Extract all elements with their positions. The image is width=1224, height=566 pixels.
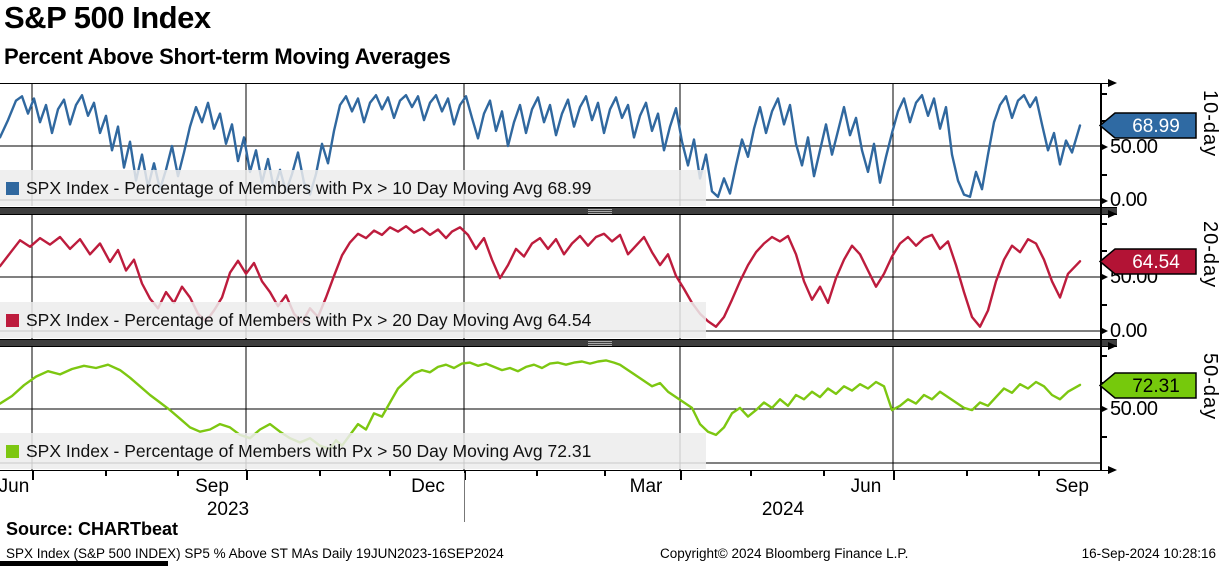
y-tick-arrow-icon [1100,405,1108,413]
y-tick [1100,436,1107,438]
legend-label: SPX Index - Percentage of Members with P… [26,177,592,198]
footer-copyright: Copyright© 2024 Bloomberg Finance L.P. [660,546,909,561]
y-tick-arrow-icon [1100,327,1108,335]
page-title: S&P 500 Index [4,0,211,35]
pane-separator [0,207,1117,215]
x-tick [966,471,968,476]
pane-resize-grip[interactable] [588,341,612,346]
panel-50-day: SPX Index - Percentage of Members with P… [0,346,1224,470]
page-subtitle: Percent Above Short-term Moving Averages [4,44,451,69]
x-tick [32,471,34,480]
x-tick [246,471,248,480]
legend-label: SPX Index - Percentage of Members with P… [26,309,592,330]
legend-10-day: SPX Index - Percentage of Members with P… [0,170,706,206]
svg-text:68.99: 68.99 [1132,116,1180,137]
panel-10-day: SPX Index - Percentage of Members with P… [0,84,1224,207]
y-tick [1100,304,1107,306]
svg-text:64.54: 64.54 [1132,252,1180,273]
panel-20-day: SPX Index - Percentage of Members with P… [0,214,1224,339]
x-axis-month-label: Jun [850,476,882,497]
chart-50-day [0,346,1100,470]
y-axis-label-50: 50.00 [1110,398,1158,420]
axis-arrow-icon [1108,79,1117,87]
x-tick [105,471,107,476]
bottom-bar [0,561,168,566]
x-tick [750,471,752,476]
axis-arrow-icon [1108,466,1117,474]
footer-description: SPX Index (S&P 500 INDEX) SP5 % Above ST… [6,546,504,561]
pane-resize-grip[interactable] [588,209,612,214]
y-tick-arrow-icon [1100,197,1108,205]
pane-separator [0,339,1117,347]
x-axis-year-label: 2024 [761,499,805,520]
y-tick [1100,174,1107,176]
panel-top-border [0,83,1110,84]
x-axis-line [0,470,1110,471]
x-tick [604,471,606,476]
x-tick [1038,471,1040,476]
axis-title-10-day: 10-day [1199,90,1221,158]
x-axis-month-label: Dec [411,476,445,497]
legend-20-day: SPX Index - Percentage of Members with P… [0,302,706,338]
x-axis-month-label: Mar [629,476,663,497]
y-tick [1100,355,1107,357]
y-tick [1100,223,1107,225]
axis-arrow-icon [1108,341,1117,350]
y-tick-arrow-icon [1100,143,1108,151]
last-value-badge-20-day: 64.54 [1099,248,1197,275]
axis-arrow-icon [1108,209,1117,218]
x-tick [389,471,391,476]
footer-timestamp: 16-Sep-2024 10:28:16 [1081,546,1216,561]
legend-50-day: SPX Index - Percentage of Members with P… [0,433,706,469]
y-tick [1100,250,1107,252]
source-label: Source: CHARTbeat [6,519,179,539]
axis-title-50-day: 50-day [1199,353,1221,421]
legend-swatch-red [6,313,19,327]
x-tick [823,471,825,476]
x-tick [536,471,538,476]
legend-swatch-blue [6,181,19,195]
x-axis-year-label: 2023 [206,499,250,520]
legend-swatch-green [6,444,19,458]
x-axis-month-label: Sep [1055,476,1089,497]
x-tick [319,471,321,476]
y-tick-arrow-icon [1100,273,1108,281]
y-tick [1100,120,1107,122]
y-axis-label-0: 0.00 [1110,320,1147,342]
y-axis-label-0: 0.00 [1110,189,1147,211]
x-tick [893,471,895,480]
x-tick [680,471,682,480]
svg-text:72.31: 72.31 [1132,376,1180,397]
x-axis-month-label: Jun [0,476,30,497]
x-axis-month-label: Sep [195,476,229,497]
y-tick [1100,93,1107,95]
year-divider [464,473,465,522]
last-value-badge-10-day: 68.99 [1099,112,1197,139]
last-value-badge-50-day: 72.31 [1099,372,1197,399]
axis-title-20-day: 20-day [1199,221,1221,289]
legend-label: SPX Index - Percentage of Members with P… [26,440,592,461]
x-tick [177,471,179,476]
y-axis-label-50: 50.00 [1110,136,1158,158]
